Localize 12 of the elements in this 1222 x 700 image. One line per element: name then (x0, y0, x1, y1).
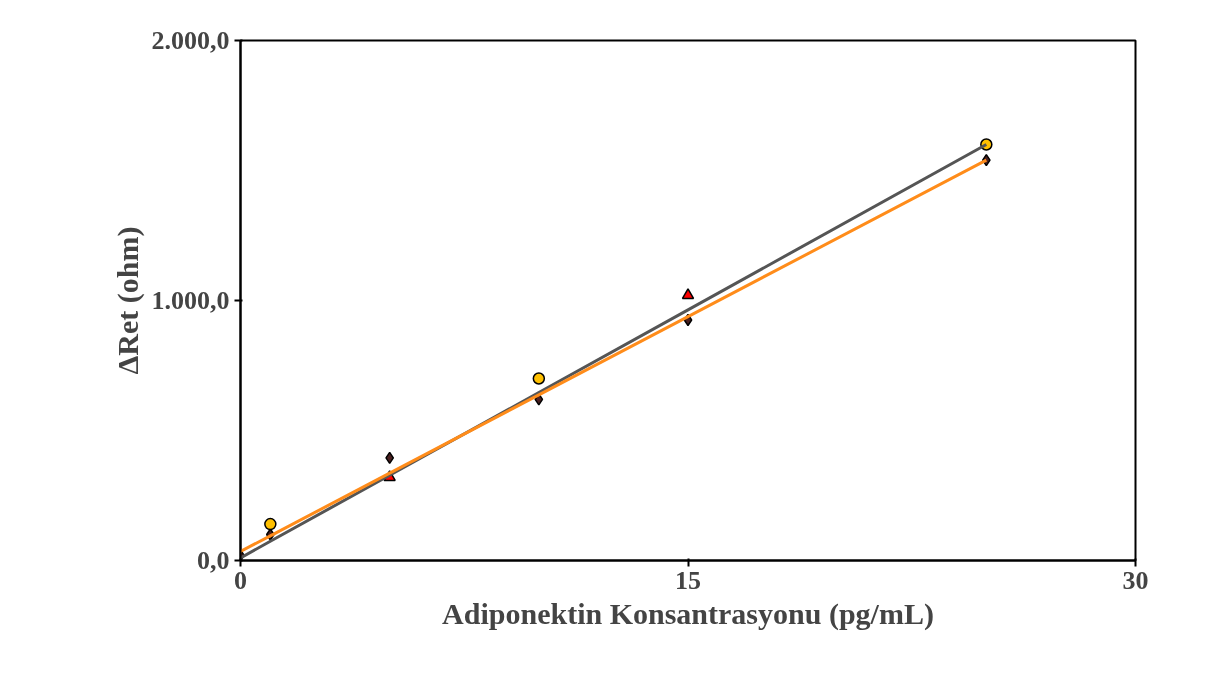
y-axis-title: ΔRet (ohm) (110, 226, 145, 375)
y-tick-label: 0,0 (197, 546, 230, 575)
x-tick-label: 0 (234, 565, 247, 595)
point (264, 517, 277, 531)
y-tick-label: 1.000,0 (151, 286, 230, 315)
point (532, 372, 546, 385)
x-axis-title: Adiponektin Konsantrasyonu (pg/mL) (442, 596, 934, 631)
x-tick-label: 15 (675, 565, 701, 595)
point (681, 288, 695, 300)
x-tick-label: 30 (1122, 565, 1149, 595)
y-tick-label: 2.000,0 (151, 26, 230, 55)
point (385, 451, 395, 465)
